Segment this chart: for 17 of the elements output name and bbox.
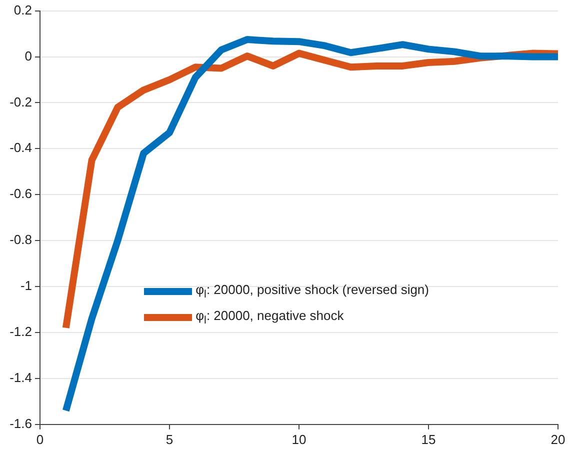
y-tick-label: -0.4 [10, 140, 32, 156]
y-tick-label: -0.6 [10, 186, 32, 202]
y-tick-label: -1.6 [10, 416, 32, 431]
y-tick-label: -1.4 [10, 370, 32, 386]
x-tick-label: 20 [550, 432, 566, 447]
y-tick-label: -1.2 [10, 324, 32, 340]
x-tick-label: 10 [292, 432, 306, 447]
y-tick-label: -0.2 [10, 94, 32, 110]
y-tick-label: 0.2 [14, 2, 32, 18]
x-tick-label: 0 [36, 432, 44, 447]
y-tick-label: -1 [20, 278, 32, 294]
legend-label: φ$_{l}$: 20000, positive shock (reversed sign) [196, 282, 429, 301]
y-tick-label: -0.8 [10, 232, 32, 248]
legend-label: φ$_{l}$: 20000, negative shock [196, 308, 344, 327]
x-tick-label: 5 [166, 432, 174, 447]
x-tick-label: 15 [421, 432, 436, 447]
y-tick-label: 0 [24, 48, 32, 64]
